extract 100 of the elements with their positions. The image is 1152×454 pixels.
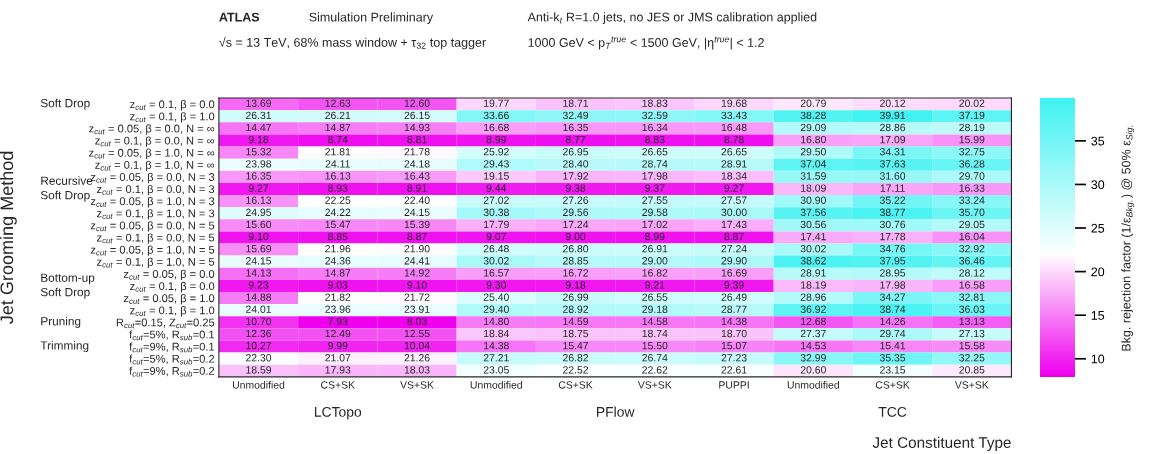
data-label: 16.43: [404, 172, 430, 180]
data-label: 30.56: [800, 220, 826, 229]
data-label: 28.19: [959, 123, 985, 132]
data-label: 15.41: [880, 342, 906, 350]
data-label: 27.37: [800, 329, 826, 338]
data-label: 9.27: [724, 184, 744, 192]
data-label: 12.55: [404, 329, 430, 338]
y2-tick-label: Recursive Soft Drop: [40, 176, 93, 202]
y2-tick-label: Bottom-up Soft Drop: [40, 273, 95, 299]
data-label: 32.99: [800, 354, 826, 362]
data-label: 10.04: [404, 341, 430, 350]
data-label: 17.09: [880, 135, 906, 144]
data-label: 26.21: [325, 111, 351, 120]
data-label: 9.10: [248, 232, 269, 241]
data-label: 13.13: [959, 317, 985, 326]
data-label: 24.36: [325, 257, 351, 265]
data-label: 29.05: [959, 220, 985, 229]
y-tick-label: z$_{cut}$ = 0.1, β = 0.0: [130, 281, 215, 293]
data-label: 16.35: [563, 123, 589, 132]
data-label: 27.21: [483, 354, 509, 362]
data-label: 37.19: [959, 111, 985, 120]
color-bar-label: 20: [1091, 267, 1105, 277]
data-label: 14.47: [246, 123, 272, 132]
data-label: 30.38: [483, 208, 509, 216]
y-tick-label: z$_{cut}$ = 0.05, β = 0.0, N = ∞: [89, 124, 215, 135]
data-label: 8.81: [407, 135, 427, 144]
color-bar-label: 10: [1091, 354, 1105, 364]
data-label: 9.18: [248, 135, 269, 144]
data-label: 26.31: [246, 111, 272, 120]
data-label: 27.02: [483, 196, 509, 204]
data-label: 9.39: [724, 281, 744, 289]
data-label: 32.25: [959, 354, 985, 362]
data-label: 37.56: [800, 208, 826, 216]
data-label: 37.95: [879, 257, 906, 265]
data-label: 15.60: [246, 220, 272, 229]
data-label: 26.48: [483, 244, 509, 253]
data-label: 15.32: [246, 148, 272, 156]
data-label: 28.86: [880, 123, 906, 132]
data-label: 9.10: [407, 281, 427, 289]
data-label: 8.99: [645, 232, 665, 241]
data-label: 17.93: [325, 366, 351, 374]
data-label: 21.26: [404, 354, 430, 362]
data-label: 26.74: [642, 354, 668, 362]
data-label: 14.88: [246, 293, 272, 301]
data-label: 8.91: [407, 184, 427, 192]
data-label: 8.85: [328, 232, 348, 241]
data-label: 19.77: [484, 99, 509, 107]
text: TCC: [878, 406, 907, 417]
data-label: 9.38: [565, 184, 586, 192]
data-label: 25.92: [483, 148, 509, 156]
data-label: 26.91: [642, 244, 668, 253]
data-label: 15.47: [563, 342, 589, 350]
data-label: 20.85: [959, 366, 985, 374]
data-label: 38.28: [800, 111, 826, 120]
chart-title: ATLAS: [219, 12, 260, 22]
data-label: 28.92: [563, 305, 589, 313]
data-label: 18.03: [404, 366, 430, 374]
data-label: 8.78: [724, 135, 744, 144]
data-label: 31.59: [800, 172, 826, 180]
data-label: 18.83: [642, 99, 668, 107]
data-label: 10.70: [246, 317, 272, 326]
data-label: 8.77: [565, 135, 586, 144]
data-label: 27.24: [721, 244, 747, 253]
x-tick-label: CS+SK: [875, 381, 910, 389]
x-axis-title: Jet Constituent Type: [872, 436, 1011, 451]
data-label: 22.52: [563, 366, 589, 374]
data-label: 38.77: [879, 208, 906, 216]
data-label: 26.95: [563, 148, 589, 156]
data-label: 29.70: [959, 172, 985, 180]
data-label: 22.30: [246, 354, 272, 362]
data-label: 18.70: [721, 329, 747, 338]
data-label: 29.56: [563, 208, 589, 216]
chart-subtitle: Simulation Preliminary: [309, 12, 434, 24]
data-label: 27.13: [959, 329, 985, 338]
data-label: 26.65: [721, 148, 747, 156]
data-label: 24.95: [246, 208, 272, 216]
data-label: 32.75: [959, 148, 985, 156]
data-label: 28.91: [800, 269, 826, 277]
data-label: 14.59: [563, 317, 589, 326]
y-tick-label: z$_{cut}$ = 0.1, β = 1.0, N = ∞: [95, 160, 215, 172]
data-label: 28.96: [800, 293, 826, 301]
y-tick-label: f$_{cut}$=9%, R$_{sub}$=0.1: [129, 342, 215, 353]
data-label: 21.90: [404, 244, 430, 253]
data-label: 9.30: [486, 281, 507, 289]
data-label: 23.98: [246, 160, 272, 168]
color-bar-label: 35: [1091, 136, 1105, 146]
x-tick-label: CS+SK: [321, 381, 355, 389]
y-tick-label: z$_{cut}$ = 0.1, β = 1.0: [130, 112, 215, 123]
data-label: 33.24: [959, 196, 985, 204]
data-label: 20.02: [959, 99, 985, 107]
text: 1000 GeV < p$_{T}$$^{true}$ < 1500 GeV, |η$^{true}$| < 1.2: [528, 36, 764, 50]
data-label: 28.12: [959, 269, 985, 277]
data-label: 15.07: [721, 341, 747, 350]
data-label: 9.37: [645, 184, 665, 192]
y-tick-label: z$_{cut}$ = 0.05, β = 1.0, N = ∞: [89, 148, 215, 159]
y-tick-label: z$_{cut}$ = 0.1, β = 1.0: [130, 306, 215, 317]
data-label: 18.19: [801, 281, 826, 289]
y-tick-label: z$_{cut}$ = 0.1, β = 0.0, N = 5: [96, 233, 215, 244]
data-label: 15.69: [246, 244, 272, 253]
data-label: 28.85: [563, 257, 589, 265]
